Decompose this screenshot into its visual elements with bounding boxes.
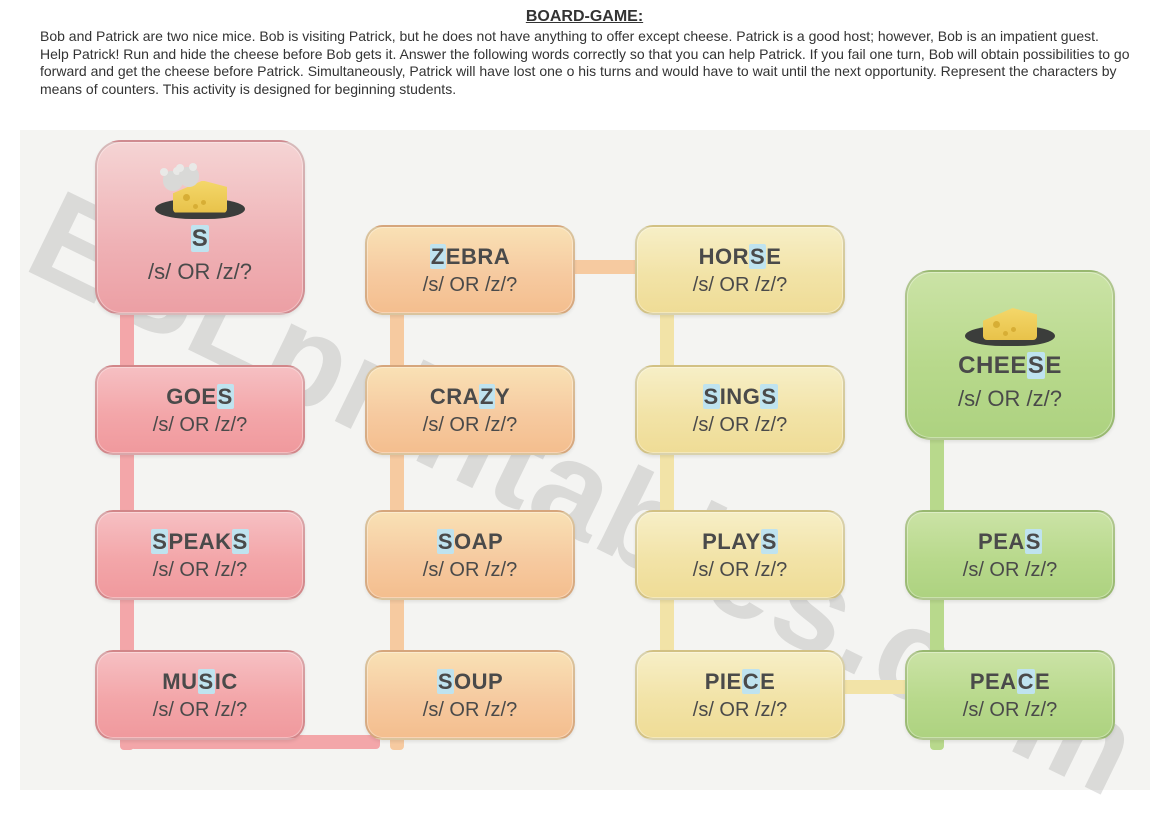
tile-plays[interactable]: PLAYS /s/ OR /z/? <box>635 510 845 600</box>
tile-prompt: /s/ OR /z/? <box>958 386 1062 412</box>
tile-word: GOES <box>166 384 234 410</box>
connector <box>660 310 674 670</box>
tile-peas[interactable]: PEAS /s/ OR /z/? <box>905 510 1115 600</box>
tile-start[interactable]: S /s/ OR /z/? <box>95 140 305 315</box>
tile-horse[interactable]: HORSE /s/ OR /z/? <box>635 225 845 315</box>
page-header: BOARD-GAME: <box>0 8 1169 26</box>
tile-soap[interactable]: SOAP /s/ OR /z/? <box>365 510 575 600</box>
intro-paragraph: Bob and Patrick are two nice mice. Bob i… <box>40 28 1130 98</box>
tile-cheese[interactable]: CHEESE /s/ OR /z/? <box>905 270 1115 440</box>
cheese-icon <box>965 298 1055 346</box>
page-title: BOARD-GAME: <box>526 8 643 25</box>
tile-prompt: /s/ OR /z/? <box>423 559 517 582</box>
tile-prompt: /s/ OR /z/? <box>963 699 1057 722</box>
tile-speaks[interactable]: SPEAKS /s/ OR /z/? <box>95 510 305 600</box>
tile-peace[interactable]: PEACE /s/ OR /z/? <box>905 650 1115 740</box>
tile-word: PEAS <box>978 529 1042 555</box>
mice-cheese-icon <box>155 171 245 219</box>
tile-prompt: /s/ OR /z/? <box>423 274 517 297</box>
tile-prompt: /s/ OR /z/? <box>963 559 1057 582</box>
tile-word: SOAP <box>437 529 503 555</box>
tile-word: MUSIC <box>162 669 237 695</box>
tile-word: SPEAKS <box>151 529 249 555</box>
tile-word: PLAYS <box>702 529 778 555</box>
tile-word: S <box>191 225 210 253</box>
tile-word: PEACE <box>970 669 1050 695</box>
tile-soup[interactable]: SOUP /s/ OR /z/? <box>365 650 575 740</box>
tile-prompt: /s/ OR /z/? <box>153 559 247 582</box>
tile-crazy[interactable]: CRAZY /s/ OR /z/? <box>365 365 575 455</box>
tile-word: CRAZY <box>430 384 510 410</box>
tile-prompt: /s/ OR /z/? <box>148 259 252 285</box>
game-board: ESLprintables.com S /s/ OR /z/? GOES /s/… <box>20 130 1150 790</box>
tile-prompt: /s/ OR /z/? <box>423 699 517 722</box>
tile-zebra[interactable]: ZEBRA /s/ OR /z/? <box>365 225 575 315</box>
worksheet-page: BOARD-GAME: Bob and Patrick are two nice… <box>0 0 1169 821</box>
tile-prompt: /s/ OR /z/? <box>693 699 787 722</box>
tile-prompt: /s/ OR /z/? <box>693 274 787 297</box>
tile-goes[interactable]: GOES /s/ OR /z/? <box>95 365 305 455</box>
tile-word: ZEBRA <box>430 244 510 270</box>
tile-word: CHEESE <box>958 352 1062 380</box>
tile-prompt: /s/ OR /z/? <box>693 559 787 582</box>
tile-word: PIECE <box>705 669 776 695</box>
tile-word: HORSE <box>699 244 782 270</box>
tile-word: SOUP <box>437 669 503 695</box>
tile-word: SINGS <box>703 384 778 410</box>
tile-piece[interactable]: PIECE /s/ OR /z/? <box>635 650 845 740</box>
tile-prompt: /s/ OR /z/? <box>153 699 247 722</box>
tile-prompt: /s/ OR /z/? <box>423 414 517 437</box>
tile-music[interactable]: MUSIC /s/ OR /z/? <box>95 650 305 740</box>
tile-prompt: /s/ OR /z/? <box>693 414 787 437</box>
tile-sings[interactable]: SINGS /s/ OR /z/? <box>635 365 845 455</box>
tile-prompt: /s/ OR /z/? <box>153 414 247 437</box>
